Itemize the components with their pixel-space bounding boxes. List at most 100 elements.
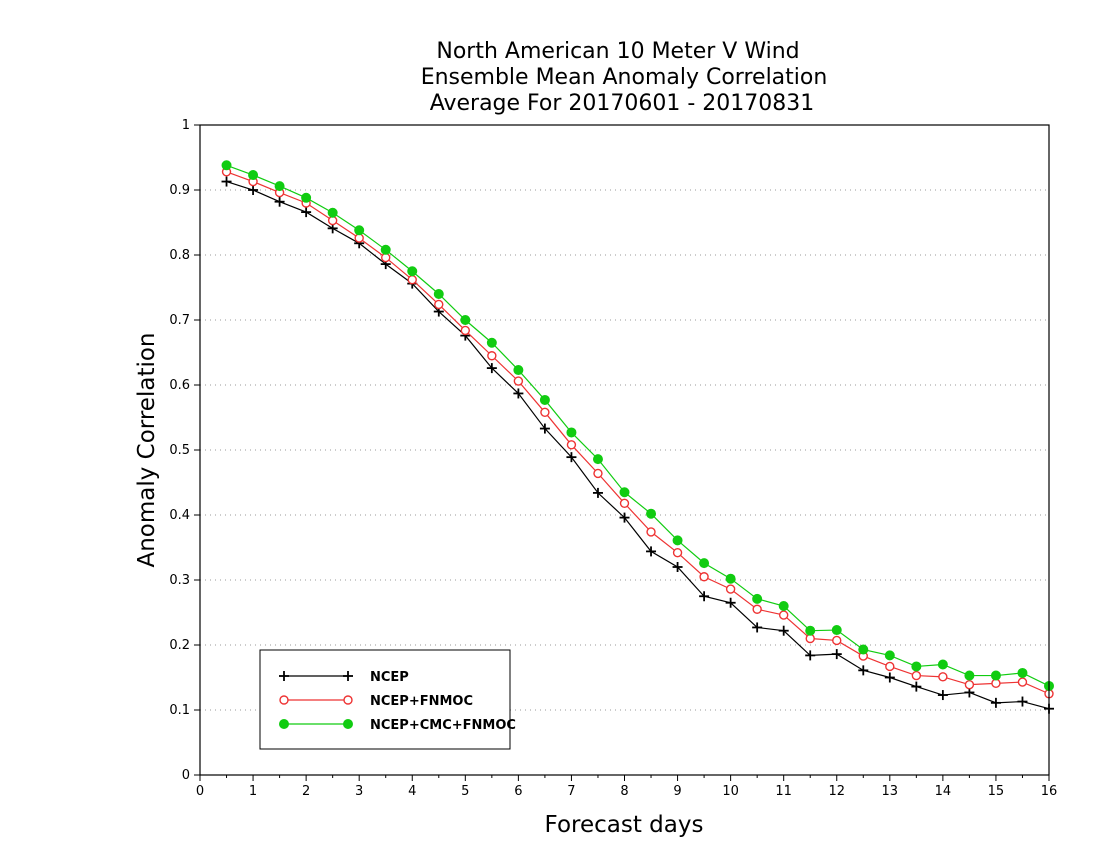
data-point-ncep-cmc-fnmoc xyxy=(672,535,683,546)
data-point-ncep-cmc-fnmoc xyxy=(619,487,630,498)
chart-title: North American 10 Meter V Wind Ensemble … xyxy=(421,39,828,116)
data-point-ncep-cmc-fnmoc xyxy=(752,593,763,604)
data-point-ncep xyxy=(699,591,710,602)
data-point-ncep-cmc-fnmoc xyxy=(274,181,285,192)
data-point-ncep-fnmoc xyxy=(513,376,524,386)
series-line-ncep-fnmoc xyxy=(226,171,1050,695)
y-tick-label: 0.9 xyxy=(169,183,190,198)
data-point-ncep xyxy=(884,672,895,683)
y-tick-label: 0.3 xyxy=(169,573,190,588)
x-tick-label: 2 xyxy=(302,784,310,799)
x-axis-label: Forecast days xyxy=(545,812,704,838)
legend-entry-ncep-cmc-fnmoc: NCEP+CMC+FNMOC xyxy=(279,718,516,733)
legend-label: NCEP+FNMOC xyxy=(370,694,473,709)
data-point-ncep-cmc-fnmoc xyxy=(858,644,869,655)
data-point-ncep-fnmoc xyxy=(938,672,948,682)
data-point-ncep-cmc-fnmoc xyxy=(911,661,922,672)
data-point-ncep-cmc-fnmoc xyxy=(1017,667,1028,678)
data-point-ncep-fnmoc xyxy=(646,527,656,537)
data-point-ncep xyxy=(858,665,869,676)
x-tick-label: 3 xyxy=(355,784,363,799)
x-tick-label: 11 xyxy=(775,784,792,799)
data-point-ncep xyxy=(937,690,948,701)
data-point-ncep-fnmoc xyxy=(619,498,630,508)
title-line-2: Ensemble Mean Anomaly Correlation xyxy=(421,65,828,90)
data-point-ncep-cmc-fnmoc xyxy=(407,266,418,277)
data-point-ncep-fnmoc xyxy=(487,351,497,361)
y-tick-label: 0.7 xyxy=(169,313,190,328)
data-point-ncep xyxy=(911,681,922,692)
y-tick-label: 0.1 xyxy=(169,703,190,718)
legend-entry-ncep-fnmoc: NCEP+FNMOC xyxy=(279,694,473,709)
data-point-ncep-cmc-fnmoc xyxy=(539,394,550,405)
x-tick-label: 16 xyxy=(1041,784,1058,799)
data-point-ncep xyxy=(805,650,816,661)
series-line-ncep xyxy=(226,180,1050,710)
data-point-ncep-cmc-fnmoc xyxy=(433,289,444,299)
data-point-ncep xyxy=(1017,696,1028,707)
legend: NCEP NCEP+FNMOC NCEP+CMC+FNMOC xyxy=(259,649,516,750)
x-tick-label: 10 xyxy=(722,784,739,799)
x-tick-label: 6 xyxy=(514,784,522,799)
data-point-ncep xyxy=(513,388,524,399)
data-point-ncep-cmc-fnmoc xyxy=(778,601,789,611)
data-point-ncep-cmc-fnmoc xyxy=(990,670,1001,681)
data-point-ncep-cmc-fnmoc xyxy=(301,192,312,203)
x-axis-ticks: 0 1 2 3 4 5 6 7 8 9 10 11 12 13 14 15 16 xyxy=(196,775,1057,799)
data-point-ncep-cmc-fnmoc xyxy=(699,558,710,569)
series-lines xyxy=(221,160,1054,714)
series-ncep-fnmoc xyxy=(221,167,1054,699)
series-ncep-cmc-fnmoc xyxy=(221,160,1054,691)
data-point-ncep-fnmoc xyxy=(885,661,895,672)
data-point-ncep xyxy=(274,196,285,207)
data-point-ncep xyxy=(592,487,603,498)
y-axis-ticks: 0 0.1 0.2 0.3 0.4 0.5 0.6 0.7 0.8 0.9 1 xyxy=(169,118,200,783)
y-tick-label: 0.6 xyxy=(169,378,190,393)
title-line-1: North American 10 Meter V Wind xyxy=(436,39,799,64)
y-tick-label: 0.4 xyxy=(169,508,190,523)
data-point-ncep xyxy=(301,207,312,218)
data-point-ncep-fnmoc xyxy=(460,325,471,336)
data-point-ncep-fnmoc xyxy=(725,584,736,594)
data-point-ncep-cmc-fnmoc xyxy=(964,670,975,681)
data-point-ncep-cmc-fnmoc xyxy=(248,170,259,181)
data-point-ncep-fnmoc xyxy=(778,610,789,620)
data-point-ncep xyxy=(248,185,259,195)
data-point-ncep-cmc-fnmoc xyxy=(513,365,524,376)
y-tick-label: 0.8 xyxy=(169,248,190,263)
data-point-ncep-cmc-fnmoc xyxy=(831,625,842,636)
legend-label: NCEP+CMC+FNMOC xyxy=(370,718,516,733)
series-ncep xyxy=(221,176,1054,714)
grid-lines xyxy=(200,189,1049,711)
data-point-ncep-fnmoc xyxy=(566,440,577,450)
data-point-ncep xyxy=(646,546,657,557)
data-point-ncep-fnmoc xyxy=(593,468,603,479)
data-point-ncep xyxy=(990,697,1001,708)
data-point-ncep-cmc-fnmoc xyxy=(884,650,895,661)
data-point-ncep-cmc-fnmoc xyxy=(221,160,232,171)
legend-marker xyxy=(343,719,353,729)
data-point-ncep xyxy=(486,363,497,374)
data-point-ncep xyxy=(221,176,232,187)
y-tick-label: 1 xyxy=(182,118,190,133)
x-tick-label: 0 xyxy=(196,784,204,799)
series-line-ncep-cmc-fnmoc xyxy=(226,164,1050,687)
x-tick-label: 7 xyxy=(567,784,575,799)
data-point-ncep-fnmoc xyxy=(911,670,922,681)
y-tick-label: 0.5 xyxy=(169,443,190,458)
data-point-ncep-cmc-fnmoc xyxy=(327,207,338,218)
data-point-ncep-cmc-fnmoc xyxy=(805,625,816,636)
data-point-ncep xyxy=(566,452,577,463)
legend-marker xyxy=(279,695,289,705)
x-tick-label: 13 xyxy=(882,784,899,799)
data-point-ncep xyxy=(619,512,630,523)
data-point-ncep-fnmoc xyxy=(407,275,417,285)
x-tick-label: 4 xyxy=(408,784,416,799)
x-tick-label: 9 xyxy=(673,784,681,799)
legend-entry-ncep: NCEP xyxy=(279,670,409,685)
x-tick-label: 8 xyxy=(620,784,628,799)
data-point-ncep xyxy=(752,622,763,633)
y-tick-label: 0.2 xyxy=(169,638,190,653)
data-point-ncep-fnmoc xyxy=(434,299,444,310)
y-tick-label: 0 xyxy=(182,768,190,783)
